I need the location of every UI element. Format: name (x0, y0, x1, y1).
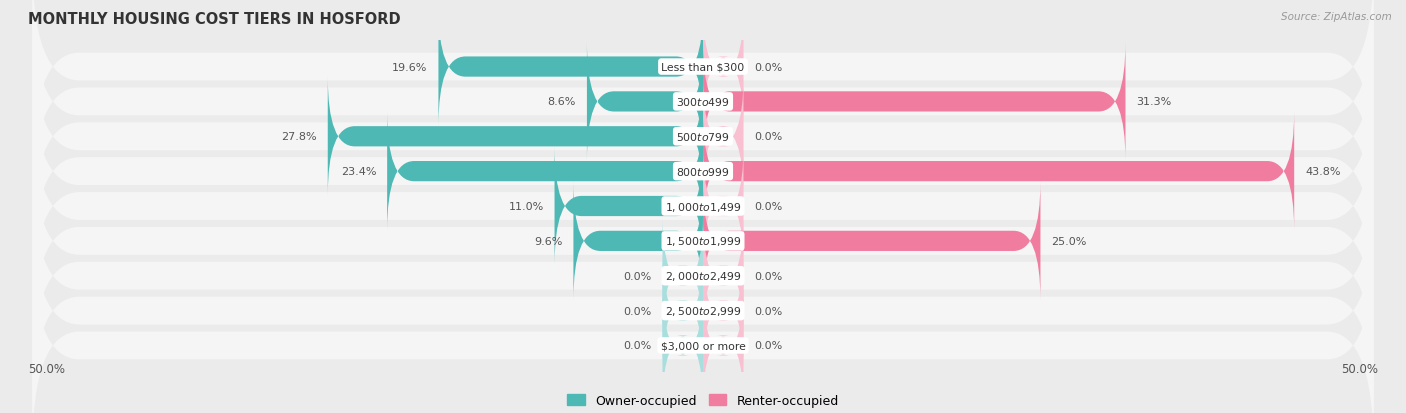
FancyBboxPatch shape (703, 252, 744, 370)
Text: 0.0%: 0.0% (623, 341, 652, 351)
Legend: Owner-occupied, Renter-occupied: Owner-occupied, Renter-occupied (562, 389, 844, 412)
FancyBboxPatch shape (703, 216, 744, 335)
FancyBboxPatch shape (662, 252, 703, 370)
Text: Less than $300: Less than $300 (661, 62, 745, 72)
FancyBboxPatch shape (703, 112, 1294, 231)
FancyBboxPatch shape (32, 0, 1374, 210)
Text: 0.0%: 0.0% (754, 202, 783, 211)
FancyBboxPatch shape (703, 147, 744, 266)
Text: 19.6%: 19.6% (392, 62, 427, 72)
Text: 0.0%: 0.0% (623, 271, 652, 281)
Text: 11.0%: 11.0% (509, 202, 544, 211)
Text: 27.8%: 27.8% (281, 132, 316, 142)
FancyBboxPatch shape (32, 168, 1374, 384)
Text: 25.0%: 25.0% (1052, 236, 1087, 246)
FancyBboxPatch shape (328, 78, 703, 197)
Text: $2,500 to $2,999: $2,500 to $2,999 (665, 304, 741, 317)
FancyBboxPatch shape (703, 286, 744, 405)
Text: 0.0%: 0.0% (754, 132, 783, 142)
Text: MONTHLY HOUSING COST TIERS IN HOSFORD: MONTHLY HOUSING COST TIERS IN HOSFORD (28, 12, 401, 27)
FancyBboxPatch shape (554, 147, 703, 266)
FancyBboxPatch shape (574, 182, 703, 301)
Text: $500 to $799: $500 to $799 (676, 131, 730, 143)
Text: 9.6%: 9.6% (534, 236, 562, 246)
Text: 43.8%: 43.8% (1305, 167, 1340, 177)
FancyBboxPatch shape (32, 238, 1374, 413)
Text: 0.0%: 0.0% (754, 306, 783, 316)
Text: $1,000 to $1,499: $1,000 to $1,499 (665, 200, 741, 213)
FancyBboxPatch shape (662, 216, 703, 335)
FancyBboxPatch shape (703, 43, 1125, 161)
Text: $800 to $999: $800 to $999 (676, 166, 730, 178)
FancyBboxPatch shape (32, 203, 1374, 413)
Text: 0.0%: 0.0% (754, 62, 783, 72)
FancyBboxPatch shape (32, 99, 1374, 314)
FancyBboxPatch shape (32, 29, 1374, 245)
FancyBboxPatch shape (662, 286, 703, 405)
FancyBboxPatch shape (439, 8, 703, 127)
Text: 0.0%: 0.0% (623, 306, 652, 316)
FancyBboxPatch shape (703, 78, 744, 197)
FancyBboxPatch shape (32, 0, 1374, 175)
Text: $2,000 to $2,499: $2,000 to $2,499 (665, 270, 741, 282)
Text: 8.6%: 8.6% (548, 97, 576, 107)
Text: $3,000 or more: $3,000 or more (661, 341, 745, 351)
Text: 50.0%: 50.0% (1341, 362, 1378, 375)
FancyBboxPatch shape (32, 64, 1374, 280)
Text: $1,500 to $1,999: $1,500 to $1,999 (665, 235, 741, 248)
FancyBboxPatch shape (586, 43, 703, 161)
FancyBboxPatch shape (703, 182, 1040, 301)
Text: 31.3%: 31.3% (1136, 97, 1171, 107)
FancyBboxPatch shape (703, 8, 744, 127)
Text: 0.0%: 0.0% (754, 341, 783, 351)
Text: 0.0%: 0.0% (754, 271, 783, 281)
Text: $300 to $499: $300 to $499 (676, 96, 730, 108)
FancyBboxPatch shape (387, 112, 703, 231)
FancyBboxPatch shape (32, 133, 1374, 349)
Text: Source: ZipAtlas.com: Source: ZipAtlas.com (1281, 12, 1392, 22)
Text: 50.0%: 50.0% (28, 362, 65, 375)
Text: 23.4%: 23.4% (340, 167, 377, 177)
